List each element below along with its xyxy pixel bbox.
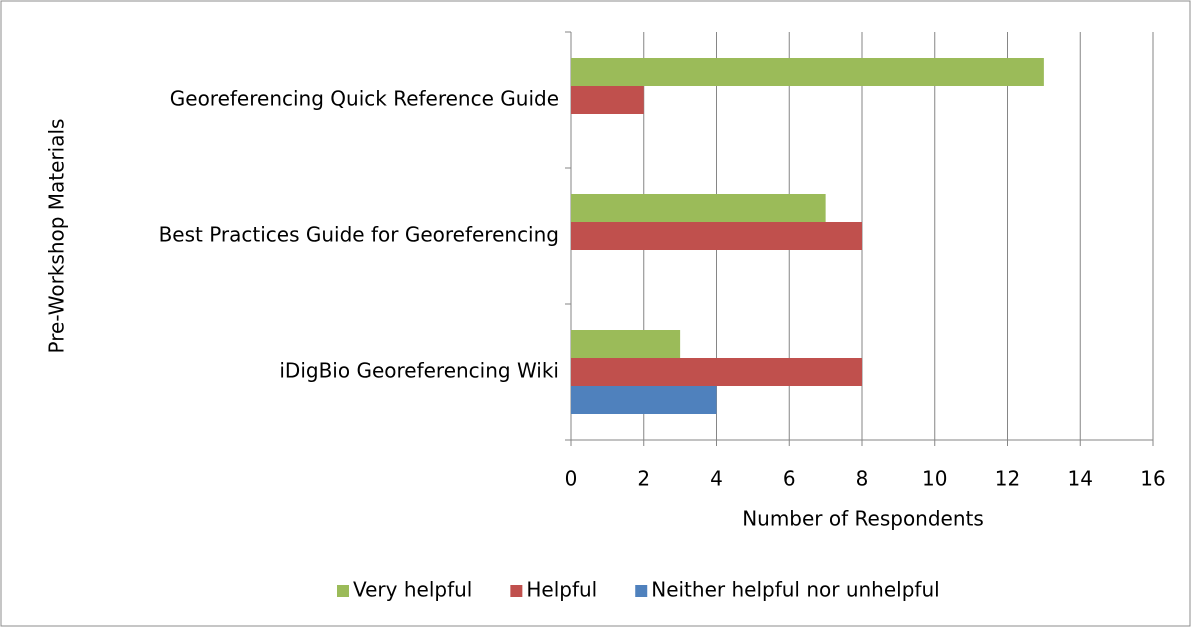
y-tick-label: Best Practices Guide for Georeferencing [159,223,559,247]
legend-label: Helpful [526,578,597,602]
bar [571,386,717,414]
bar [571,330,681,358]
x-tick-label: 8 [856,467,869,491]
x-tick-label: 16 [1140,467,1165,491]
legend-swatch [337,585,349,597]
bar [571,194,826,222]
legend-swatch [510,585,523,597]
bar [571,222,862,250]
bar [571,86,644,114]
y-axis-title: Pre-Workshop Materials [45,119,69,354]
x-tick-label: 12 [995,467,1020,491]
x-tick-label: 10 [922,467,947,491]
legend-label: Neither helpful nor unhelpful [651,578,939,602]
x-tick-label: 14 [1068,467,1093,491]
x-tick-label: 6 [783,467,796,491]
legend-swatch [635,585,648,597]
x-axis-title: Number of Respondents [742,507,984,531]
x-tick-label: 2 [637,467,650,491]
x-tick-label: 0 [565,467,578,491]
x-tick-label: 4 [710,467,723,491]
y-tick-label: iDigBio Georeferencing Wiki [279,359,559,383]
bar [571,358,862,386]
legend-label: Very helpful [353,578,472,602]
bar [571,58,1044,86]
y-tick-label: Georeferencing Quick Reference Guide [170,87,559,111]
